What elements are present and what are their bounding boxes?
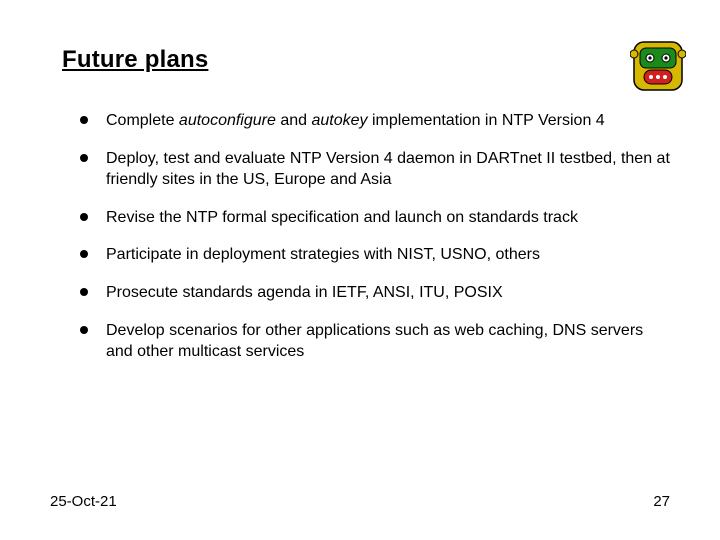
list-item: Deploy, test and evaluate NTP Version 4 … [80, 148, 670, 191]
list-item: Complete autoconfigure and autokey imple… [80, 110, 670, 132]
list-item: Prosecute standards agenda in IETF, ANSI… [80, 282, 670, 304]
footer: 25-Oct-21 27 [50, 493, 670, 510]
slide-title: Future plans [50, 46, 670, 74]
logo-icon [630, 38, 686, 99]
title-wrap: Future plans [50, 46, 670, 74]
bullet-icon [80, 250, 88, 258]
slide: Future plans Complete autoconfigure and … [0, 0, 720, 540]
bullet-text: Revise the NTP formal specification and … [106, 207, 578, 229]
list-item: Participate in deployment strategies wit… [80, 244, 670, 266]
bullet-icon [80, 288, 88, 296]
bullet-icon [80, 213, 88, 221]
footer-date: 25-Oct-21 [50, 493, 117, 510]
bullet-text: Develop scenarios for other applications… [106, 320, 670, 363]
bullet-text: Prosecute standards agenda in IETF, ANSI… [106, 282, 503, 304]
bullet-icon [80, 116, 88, 124]
list-item: Revise the NTP formal specification and … [80, 207, 670, 229]
title-row: Future plans [50, 46, 670, 74]
footer-page: 27 [653, 493, 670, 510]
bullet-text: Complete autoconfigure and autokey imple… [106, 110, 605, 132]
bullet-text: Participate in deployment strategies wit… [106, 244, 540, 266]
list-item: Develop scenarios for other applications… [80, 320, 670, 363]
bullet-text: Deploy, test and evaluate NTP Version 4 … [106, 148, 670, 191]
bullet-icon [80, 154, 88, 162]
bullet-icon [80, 326, 88, 334]
bullet-list: Complete autoconfigure and autokey imple… [50, 110, 670, 363]
